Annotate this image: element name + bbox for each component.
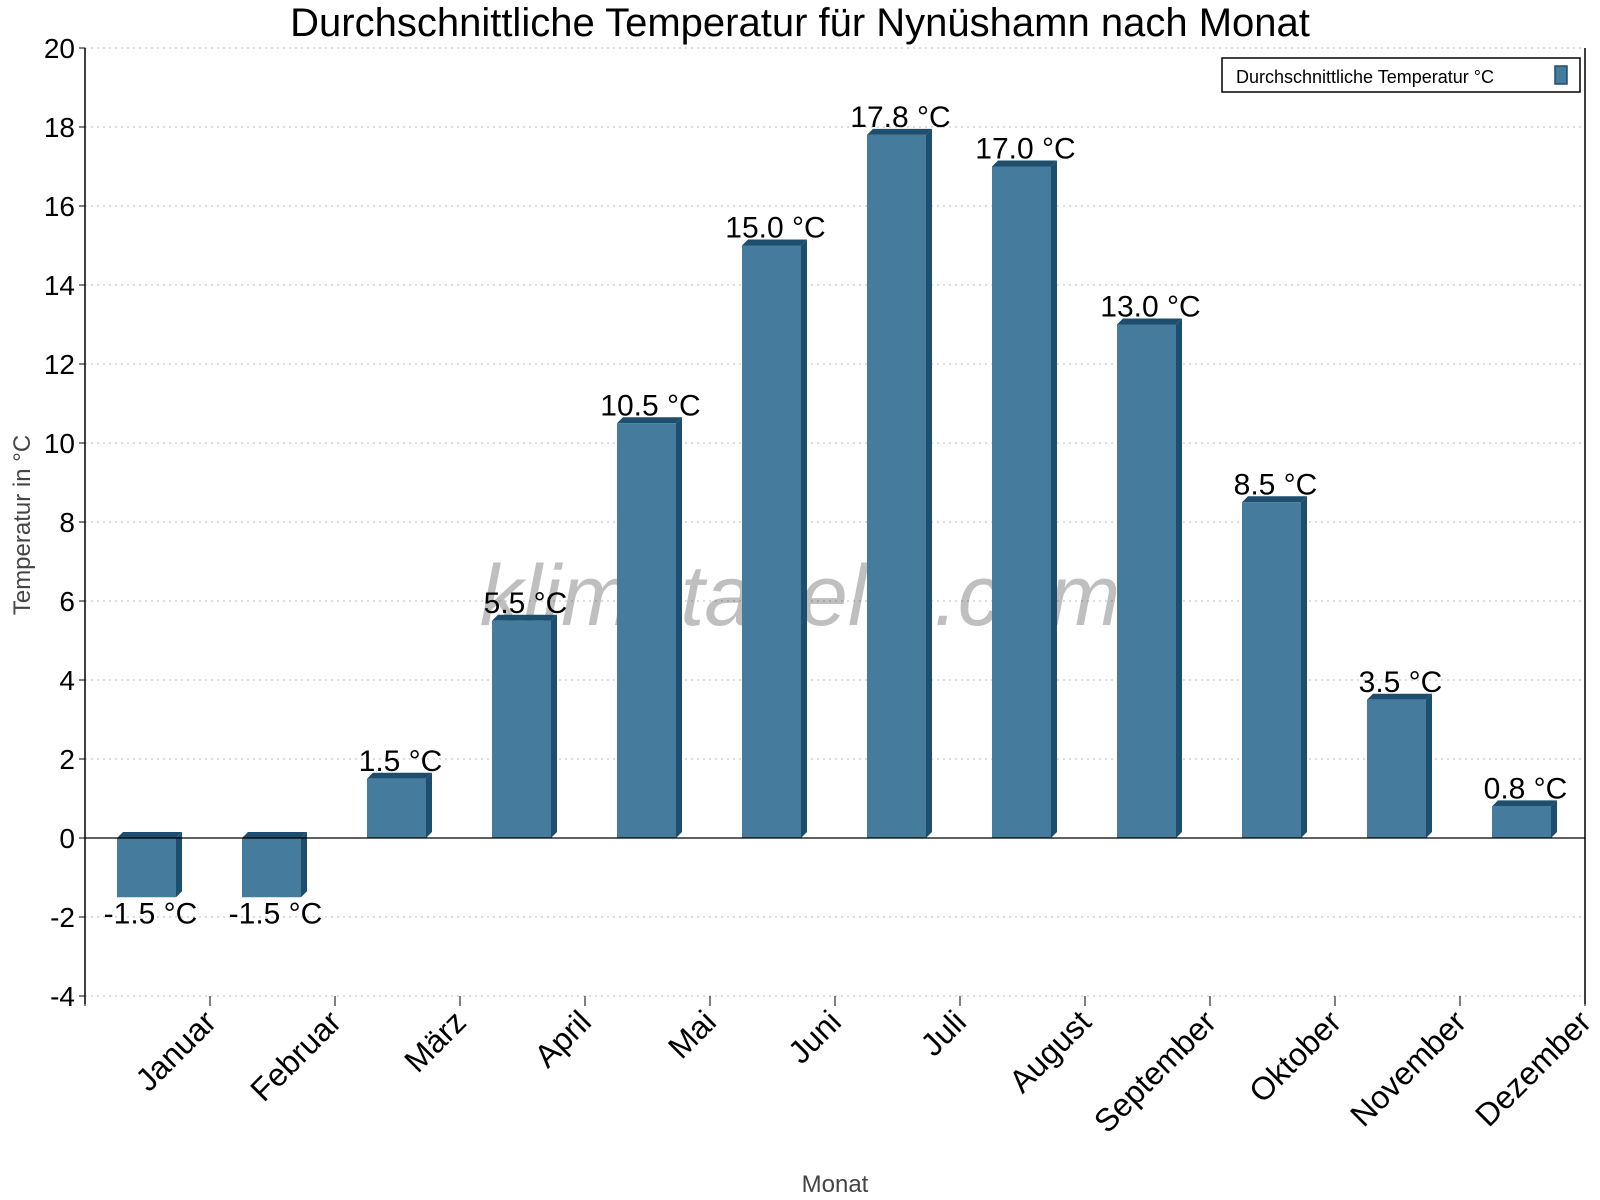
bar: [992, 166, 1051, 838]
bar-side: [1051, 160, 1057, 838]
bar-top: [242, 832, 307, 838]
y-tick-label: 20: [44, 33, 75, 64]
bar-top: [1367, 693, 1432, 700]
data-label: 3.5 °C: [1359, 666, 1443, 699]
bar: [242, 838, 301, 898]
bar-side: [176, 832, 182, 898]
bar-side: [1551, 800, 1557, 838]
x-tick-label: April: [527, 1003, 598, 1074]
legend-box: [1221, 57, 1581, 93]
x-tick-label: Januar: [128, 1003, 223, 1098]
chart-title: Durchschnittliche Temperatur für Nynüsha…: [290, 1, 1310, 45]
bar-top: [867, 128, 932, 135]
data-label: 1.5 °C: [359, 745, 443, 778]
y-tick-label: -4: [50, 981, 75, 1012]
data-label: -1.5 °C: [229, 897, 323, 930]
bar-top: [1117, 318, 1182, 325]
data-label: 17.0 °C: [975, 133, 1075, 166]
bar-top: [1242, 496, 1307, 503]
y-tick-label: -2: [50, 902, 75, 933]
x-tick-label: September: [1087, 1003, 1223, 1139]
x-axis-label: Monat: [802, 1171, 869, 1198]
y-tick-label: 0: [59, 823, 75, 854]
y-tick-label: 2: [59, 744, 75, 775]
y-tick-label: 4: [59, 665, 75, 696]
y-tick-label: 14: [44, 270, 75, 301]
x-tick-label: November: [1343, 1003, 1473, 1133]
bar-side: [301, 832, 307, 898]
bar-side: [1426, 693, 1432, 838]
x-tick-label: Dezember: [1468, 1003, 1598, 1133]
bar-top: [117, 832, 182, 838]
bar: [1242, 502, 1301, 838]
bar: [367, 778, 426, 838]
data-label: 0.8 °C: [1484, 772, 1568, 805]
bar-side: [1176, 318, 1182, 838]
bar-top: [1492, 800, 1557, 807]
y-tick-label: 6: [59, 586, 75, 617]
bar: [1492, 806, 1551, 838]
data-label: 10.5 °C: [600, 389, 700, 422]
bar: [492, 620, 551, 838]
legend-swatch: [1554, 65, 1568, 85]
bar-side: [426, 772, 432, 838]
data-label: 15.0 °C: [725, 212, 825, 245]
data-label: 5.5 °C: [484, 587, 568, 620]
legend: Durchschnittliche Temperatur °C: [1221, 57, 1581, 93]
bar: [1367, 699, 1426, 838]
y-tick-label: 8: [59, 507, 75, 538]
x-tick-label: März: [397, 1003, 473, 1079]
x-tick-label: Februar: [243, 1003, 348, 1108]
bar-side: [926, 128, 932, 838]
x-tick-label: Mai: [661, 1003, 723, 1065]
bar-top: [992, 160, 1057, 167]
bar: [617, 423, 676, 838]
y-tick-label: 16: [44, 191, 75, 222]
x-tick-label: Juli: [914, 1003, 973, 1062]
bar-top: [617, 417, 682, 424]
bar-top: [367, 772, 432, 779]
x-tick-label: Oktober: [1242, 1003, 1348, 1109]
x-tick-label: August: [1002, 1003, 1098, 1099]
x-tick-label: Juni: [781, 1003, 848, 1070]
bar-top: [742, 239, 807, 246]
bar: [742, 245, 801, 838]
bar-side: [676, 417, 682, 838]
y-tick-label: 18: [44, 112, 75, 143]
y-tick-label: 12: [44, 349, 75, 380]
y-tick-label: 10: [44, 428, 75, 459]
bar-side: [801, 239, 807, 838]
data-label: 8.5 °C: [1234, 468, 1318, 501]
data-label: 17.8 °C: [850, 101, 950, 134]
bar-side: [551, 614, 557, 838]
data-label: 13.0 °C: [1100, 291, 1200, 324]
bar: [867, 134, 926, 838]
legend-label: Durchschnittliche Temperatur °C: [1236, 67, 1494, 87]
data-label: -1.5 °C: [104, 897, 198, 930]
bar-side: [1301, 496, 1307, 838]
bar: [1117, 324, 1176, 838]
bar: [117, 838, 176, 898]
y-axis-label: Temperatur in °C: [9, 435, 36, 615]
bar-top: [492, 614, 557, 621]
